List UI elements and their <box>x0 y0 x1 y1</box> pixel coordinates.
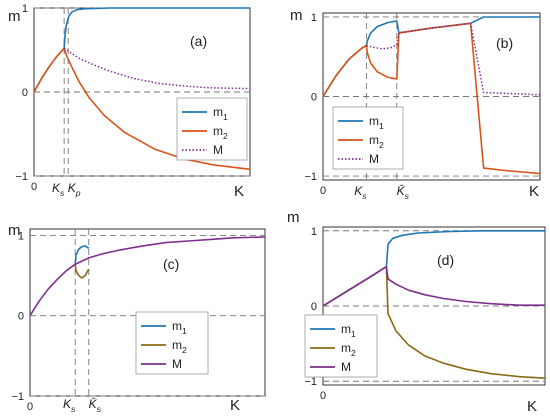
y-tick-label: −1 <box>11 391 24 403</box>
x-axis-label: K <box>529 183 539 200</box>
legend-label: m1 <box>213 105 228 122</box>
series-line-m2 <box>33 47 251 171</box>
panel-label: (a) <box>190 33 207 49</box>
x-marker-label: Ks <box>354 184 367 201</box>
legend-label: m2 <box>213 124 228 141</box>
legend-label: m1 <box>172 319 187 336</box>
series-line-m2_alt <box>74 264 90 279</box>
legend: m1 m2 M <box>332 106 404 170</box>
series-line-M <box>322 266 545 307</box>
series-line-m1 <box>322 16 540 97</box>
x-tick-label: 0 <box>320 390 326 402</box>
y-tick-label: 0 <box>311 301 317 313</box>
y-tick-label: −1 <box>304 376 317 388</box>
x-axis-label: K <box>234 183 244 200</box>
x-marker-label: Kp <box>68 181 81 198</box>
legend-label: M <box>341 360 351 374</box>
panel-label: (b) <box>496 35 513 51</box>
x-tick-label: 0 <box>31 181 37 193</box>
legend: m1 m2 M <box>304 314 378 378</box>
panel-label: (c) <box>163 256 179 272</box>
legend: m1 m2 M <box>176 97 248 161</box>
legend-label: M <box>213 143 223 157</box>
x-marker-label: Ks <box>52 181 65 198</box>
series-line-M <box>29 236 266 317</box>
legend-label: m1 <box>341 322 356 339</box>
x-axis-label: K <box>230 397 240 414</box>
y-tick-label: 1 <box>311 12 317 24</box>
legend-box <box>332 106 404 170</box>
series-line-m1 <box>74 245 90 265</box>
y-axis-label: m <box>290 7 303 24</box>
panel-label: (d) <box>437 252 454 268</box>
y-tick-label: 0 <box>22 87 28 99</box>
y-tick-label: 0 <box>18 311 24 323</box>
legend-label: m1 <box>369 114 384 131</box>
series-line-M <box>366 22 541 96</box>
y-tick-label: −1 <box>15 171 28 183</box>
legend-label: m2 <box>172 338 187 355</box>
y-tick-label: 1 <box>22 3 28 15</box>
series-line-M <box>63 47 251 90</box>
y-tick-label: 0 <box>311 92 317 104</box>
y-tick-label: −1 <box>304 171 317 183</box>
x-axis-label: K <box>527 398 537 415</box>
x-marker-label: K̄s <box>89 397 102 414</box>
legend-label: M <box>369 152 379 166</box>
series-line-m1 <box>322 229 545 307</box>
y-axis-label: m <box>8 8 21 25</box>
series-line-m2 <box>322 22 541 175</box>
x-marker-label: K̄s <box>397 184 410 201</box>
y-tick-label: 1 <box>18 230 24 242</box>
y-axis-label: m <box>8 222 21 239</box>
legend: m1 m2 M <box>135 311 209 375</box>
legend-box <box>176 97 248 161</box>
x-tick-label: 0 <box>320 185 326 197</box>
y-axis-label: m <box>287 209 300 226</box>
x-tick-label: 0 <box>27 401 33 413</box>
y-tick-label: 1 <box>311 226 317 238</box>
plot-frame <box>29 228 266 397</box>
legend-label: M <box>172 357 182 371</box>
legend-label: m2 <box>341 341 356 358</box>
x-marker-label: Ks <box>63 397 76 414</box>
legend-label: m2 <box>369 133 384 150</box>
